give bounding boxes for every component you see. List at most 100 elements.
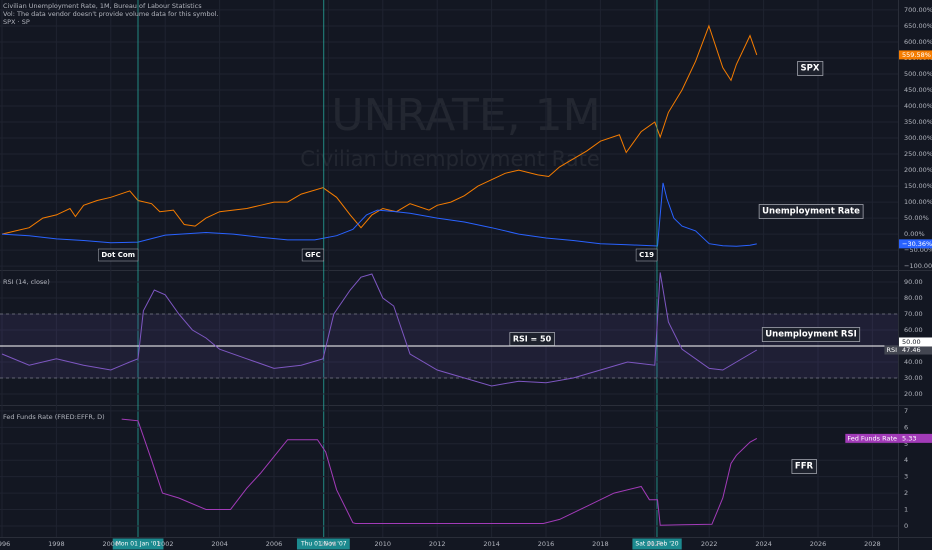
- header-volume: Vol: The data vendor doesn't provide vol…: [3, 10, 218, 18]
- x-tick-label: 2012: [429, 540, 446, 548]
- header-title: Civilian Unemployment Rate, 1M, Bureau o…: [3, 2, 202, 10]
- series-annotation-box: [797, 61, 824, 76]
- watermark-symbol: UNRATE, 1M: [331, 90, 600, 141]
- x-tick-label: 2004: [211, 540, 228, 548]
- series-tag-box: [845, 433, 899, 443]
- event-label: C19: [639, 251, 654, 259]
- y-tick-label: −100.00%: [904, 262, 932, 270]
- series-annotation: Unemployment Rate: [762, 207, 860, 217]
- y-tick-label: 3: [904, 473, 908, 481]
- x-tick-label: 2006: [266, 540, 283, 548]
- x-tick-label: 2010: [375, 540, 392, 548]
- hline-badge: [899, 337, 932, 347]
- y-tick-label: 1: [904, 506, 908, 514]
- y-tick-label: 0: [904, 522, 908, 530]
- y-tick-label: 700.00%: [904, 6, 932, 14]
- pane-annotation: Unemployment RSI: [765, 330, 856, 340]
- current-value-badge: [899, 239, 932, 249]
- series-line: [1, 182, 757, 247]
- y-tick-label: 5: [904, 440, 908, 448]
- y-tick-label: 4: [904, 456, 908, 464]
- y-tick-label: 150.00%: [904, 182, 932, 190]
- x-tick-label: 2014: [483, 540, 500, 548]
- pane-title: Fed Funds Rate (FRED:EFFR, D): [3, 413, 105, 421]
- x-tick-label: 2026: [810, 540, 827, 548]
- event-label-box: [301, 248, 325, 262]
- y-tick-label: 0.00%: [904, 230, 925, 238]
- hline-annotation: RSI = 50: [513, 334, 552, 343]
- pane-annotation-box: [761, 327, 861, 342]
- series-tag: RSI: [886, 346, 897, 354]
- watermark-name: Civilian Unemployment Rate: [300, 147, 600, 171]
- event-date-box: [296, 538, 350, 550]
- x-tick-label: 2008: [320, 540, 337, 548]
- hline-annotation-box: [509, 332, 555, 346]
- y-tick-label: 70.00: [904, 310, 923, 318]
- y-tick-label: 6: [904, 423, 908, 431]
- pane-annotation: FFR: [795, 462, 814, 472]
- event-date: Thu 01 Nov '07: [300, 541, 347, 548]
- x-tick-label: 2018: [592, 540, 609, 548]
- y-tick-label: −50.00%: [904, 246, 932, 254]
- y-tick-label: 400.00%: [904, 102, 932, 110]
- plot-area: [1, 272, 758, 387]
- current-value-badge: [899, 345, 932, 355]
- pane-title: RSI (14, close): [3, 278, 50, 286]
- y-tick-label: 2: [904, 489, 908, 497]
- y-tick-label: 350.00%: [904, 118, 932, 126]
- current-value-badge: [899, 50, 932, 60]
- plot-area: [121, 418, 758, 526]
- x-tick-label: 2022: [701, 540, 718, 548]
- series-line: [1, 272, 758, 387]
- y-tick-label: 450.00%: [904, 86, 932, 94]
- event-date-box: [112, 538, 164, 550]
- x-tick-label: 2016: [538, 540, 555, 548]
- event-date: Mon 01 Jan '01: [116, 541, 161, 548]
- event-date: Sat 01 Feb '20: [635, 541, 678, 548]
- event-label: Dot Com: [101, 251, 135, 259]
- x-tick-label: 2000: [103, 540, 120, 548]
- y-tick-label: 200.00%: [904, 166, 932, 174]
- current-value-label: 559.58%: [902, 51, 931, 59]
- plot-area: [1, 24, 758, 247]
- y-tick-label: 7: [904, 407, 908, 415]
- current-value-label: −30.36%: [902, 240, 932, 248]
- current-value-label: 5.33: [902, 434, 916, 442]
- y-tick-label: 30.00: [904, 374, 923, 382]
- y-tick-label: 20.00: [904, 390, 923, 398]
- x-tick-label: 2028: [864, 540, 881, 548]
- event-date-box: [632, 538, 682, 550]
- x-tick-label: 1998: [48, 540, 65, 548]
- x-tick-label: 1996: [0, 540, 10, 548]
- y-tick-label: 40.00: [904, 358, 923, 366]
- series-line: [121, 418, 758, 526]
- x-tick-label: 2002: [157, 540, 174, 548]
- x-tick-label: 2020: [647, 540, 664, 548]
- y-tick-label: 90.00: [904, 278, 923, 286]
- event-label-box: [635, 248, 658, 262]
- y-tick-label: 50.00%: [904, 214, 929, 222]
- y-tick-label: 100.00%: [904, 198, 932, 206]
- y-tick-label: 500.00%: [904, 70, 932, 78]
- y-tick-label: 250.00%: [904, 150, 932, 158]
- current-value-label: 47.46: [902, 346, 921, 354]
- current-value-badge: [899, 433, 932, 443]
- y-tick-label: 600.00%: [904, 38, 932, 46]
- header-compare: SPX · SP: [3, 18, 30, 26]
- event-label: GFC: [305, 251, 321, 259]
- y-tick-label: 60.00: [904, 326, 923, 334]
- event-label-box: [98, 248, 139, 262]
- series-tag-box: [884, 345, 900, 355]
- y-tick-label: 80.00: [904, 294, 923, 302]
- hline-label: 50.00: [902, 338, 921, 346]
- y-tick-label: 650.00%: [904, 22, 932, 30]
- series-annotation: SPX: [801, 64, 820, 74]
- x-tick-label: 2024: [755, 540, 772, 548]
- pane-annotation-box: [791, 459, 817, 474]
- series-tag: Fed Funds Rate: [847, 434, 897, 442]
- y-tick-label: 300.00%: [904, 134, 932, 142]
- series-annotation-box: [758, 204, 864, 219]
